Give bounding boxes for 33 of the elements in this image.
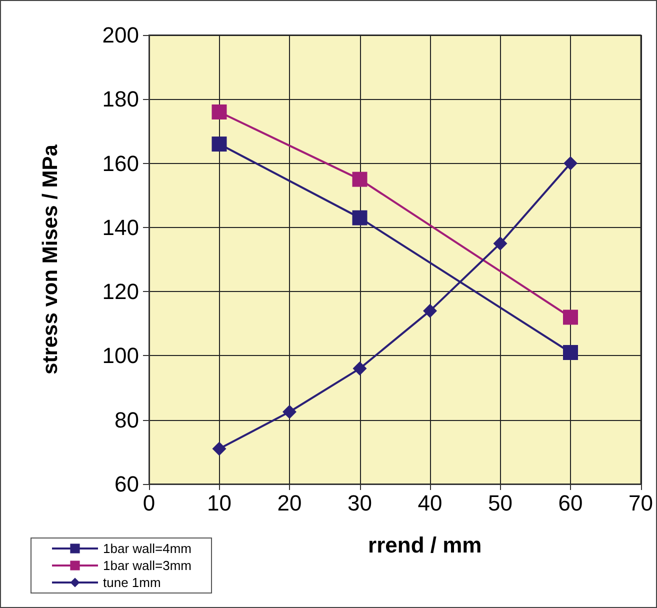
legend-label: 1bar wall=4mm (103, 541, 192, 556)
point (352, 362, 367, 376)
point (212, 104, 227, 120)
point (493, 236, 508, 250)
y-tick-label: 120 (102, 279, 139, 304)
y-tick-label: 180 (102, 86, 139, 112)
x-tick-label: 70 (628, 490, 654, 516)
point (282, 404, 297, 419)
y-tick-label: 80 (114, 407, 139, 432)
point (212, 442, 226, 456)
x-tick-label: 60 (558, 490, 583, 516)
point (563, 310, 578, 325)
legend-label: 1bar wall=3mm (103, 558, 192, 573)
x-tick-label: 50 (488, 490, 513, 516)
y-tick-label: 140 (102, 214, 139, 240)
y-axis-title: stress von Mises / MPa (39, 144, 62, 374)
point (352, 210, 368, 226)
legend-label: tune 1mm (103, 575, 161, 590)
x-tick-label: 20 (277, 490, 302, 516)
point (352, 172, 368, 187)
x-tick-label: 30 (348, 490, 372, 516)
x-tick-label: 0 (142, 490, 156, 516)
y-tick-label: 200 (102, 22, 139, 48)
y-tick-label: 100 (102, 343, 139, 368)
x-axis-title: rrend / mm (368, 532, 482, 558)
y-tick-label: 60 (114, 472, 139, 496)
point (423, 304, 438, 318)
point (564, 156, 578, 170)
y-tick-label: 160 (102, 150, 139, 176)
point (212, 136, 227, 152)
point (563, 345, 578, 360)
x-tick-label: 10 (207, 490, 232, 516)
x-tick-label: 40 (418, 490, 442, 516)
